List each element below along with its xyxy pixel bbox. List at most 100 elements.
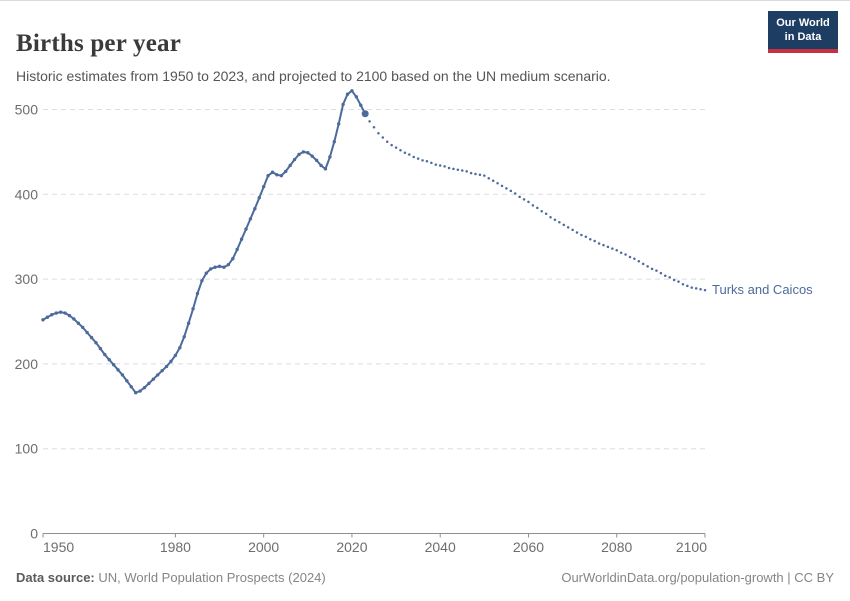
data-point-2001 [266, 173, 270, 178]
data-point-1992 [226, 262, 231, 267]
projection-dot-2054 [500, 184, 504, 188]
projection-dot-2053 [496, 182, 499, 185]
projection-dot-2081 [619, 251, 623, 255]
page-title: Births per year [16, 29, 182, 57]
data-point-2015 [328, 155, 332, 159]
y-axis-label-500: 500 [15, 102, 39, 118]
projection-dot-2072 [580, 233, 583, 237]
chart-subtitle: Historic estimates from 1950 to 2023, an… [16, 68, 611, 84]
projection-dot-2048 [474, 172, 477, 176]
historic-line[interactable] [42, 89, 367, 394]
projection-dot-2076 [597, 242, 601, 245]
data-point-1996 [244, 227, 248, 231]
data-point-2003 [275, 173, 279, 177]
data-source-label: Data source: [16, 570, 95, 585]
y-axis-label-200: 200 [15, 356, 39, 372]
data-point-1969 [125, 379, 129, 383]
data-point-2007 [292, 157, 297, 162]
projection-dot-2034 [412, 155, 415, 159]
x-axis-label-2000: 2000 [248, 539, 279, 555]
data-point-2014 [323, 167, 328, 171]
projection-dot-2091 [664, 274, 667, 277]
data-source-text: UN, World Population Prospects (2024) [94, 570, 326, 585]
projection-dot-2040 [438, 164, 442, 167]
projection-dot-2025 [372, 126, 376, 129]
projection-dot-2092 [668, 276, 671, 279]
data-point-1966 [111, 363, 116, 367]
projection-dot-2026 [377, 131, 380, 135]
data-point-1987 [204, 271, 208, 275]
projection-dot-2087 [646, 265, 649, 268]
owid-credit-link[interactable]: OurWorldinData.org/population-growth | C… [561, 570, 834, 585]
data-point-1970 [129, 385, 133, 389]
projection-dot-2082 [624, 253, 627, 256]
projection-dot-2079 [611, 247, 614, 250]
projection-dot-2075 [593, 239, 596, 243]
data-point-1989 [213, 265, 217, 269]
projection-dot-2038 [430, 161, 433, 165]
projection-dot-2095 [681, 282, 685, 286]
data-point-1986 [200, 279, 204, 283]
projection-dot-2068 [562, 223, 566, 227]
data-point-1951 [45, 315, 50, 319]
data-point-2017 [336, 122, 341, 126]
data-point-1997 [248, 217, 253, 221]
projection-dot-2086 [641, 262, 645, 266]
x-axis-label-2080: 2080 [601, 539, 632, 555]
data-point-1971 [133, 391, 138, 395]
projection-dot-2071 [575, 231, 579, 234]
data-point-1954 [58, 310, 63, 314]
data-point-1967 [116, 368, 120, 372]
series-label-turks-and-caicos[interactable]: Turks and Caicos [712, 282, 813, 298]
projection-dot-2073 [584, 235, 588, 238]
projection-dot-2078 [606, 245, 610, 249]
projection-dot-2067 [558, 221, 561, 224]
owid-logo-line2: in Data [784, 31, 822, 44]
data-point-2010 [306, 151, 310, 155]
data-point-1968 [120, 373, 125, 377]
projection-dot-2035 [416, 157, 420, 160]
data-point-2011 [310, 154, 314, 158]
data-point-1993 [231, 257, 235, 261]
data-point-1976 [156, 373, 160, 377]
data-point-1957 [72, 317, 76, 321]
projection-dot-2083 [628, 255, 632, 259]
projection-dot-2085 [637, 260, 641, 263]
data-point-2018 [341, 102, 345, 107]
data-point-1977 [160, 368, 164, 373]
projection-dot-2074 [589, 237, 592, 241]
y-axis-label-100: 100 [15, 441, 39, 457]
projection-dot-2098 [694, 287, 698, 290]
data-point-2021 [354, 95, 359, 99]
owid-logo[interactable]: Our World in Data [768, 11, 838, 53]
projection-dot-2077 [602, 243, 605, 247]
data-point-1978 [164, 364, 169, 369]
data-point-1962 [94, 341, 98, 345]
data-point-2020 [350, 89, 354, 93]
projection-dot-2036 [421, 159, 424, 162]
data-point-2019 [345, 92, 350, 96]
data-point-1980 [173, 353, 178, 358]
projection-dot-2049 [478, 173, 482, 177]
projection-dot-2043 [452, 167, 455, 171]
projection-dot-2069 [566, 226, 570, 229]
projection-dot-2064 [544, 212, 548, 216]
projection-dot-2029 [390, 143, 393, 147]
projection-dot-2094 [677, 280, 680, 283]
projection-dot-2052 [491, 179, 495, 182]
data-point-1988 [209, 267, 213, 271]
projection-dot-2046 [465, 170, 468, 173]
projection-dot-2059 [522, 198, 526, 201]
data-point-1985 [195, 291, 200, 296]
projection-dot-2039 [434, 163, 438, 166]
data-point-1990 [217, 264, 222, 269]
projection-dot-2030 [394, 146, 398, 149]
projection-dot-2061 [531, 204, 535, 207]
data-point-1981 [178, 346, 182, 350]
data-point-1995 [239, 237, 244, 241]
data-point-1953 [54, 311, 58, 315]
y-axis-label-0: 0 [30, 526, 38, 542]
projection-dot-2063 [540, 210, 543, 213]
